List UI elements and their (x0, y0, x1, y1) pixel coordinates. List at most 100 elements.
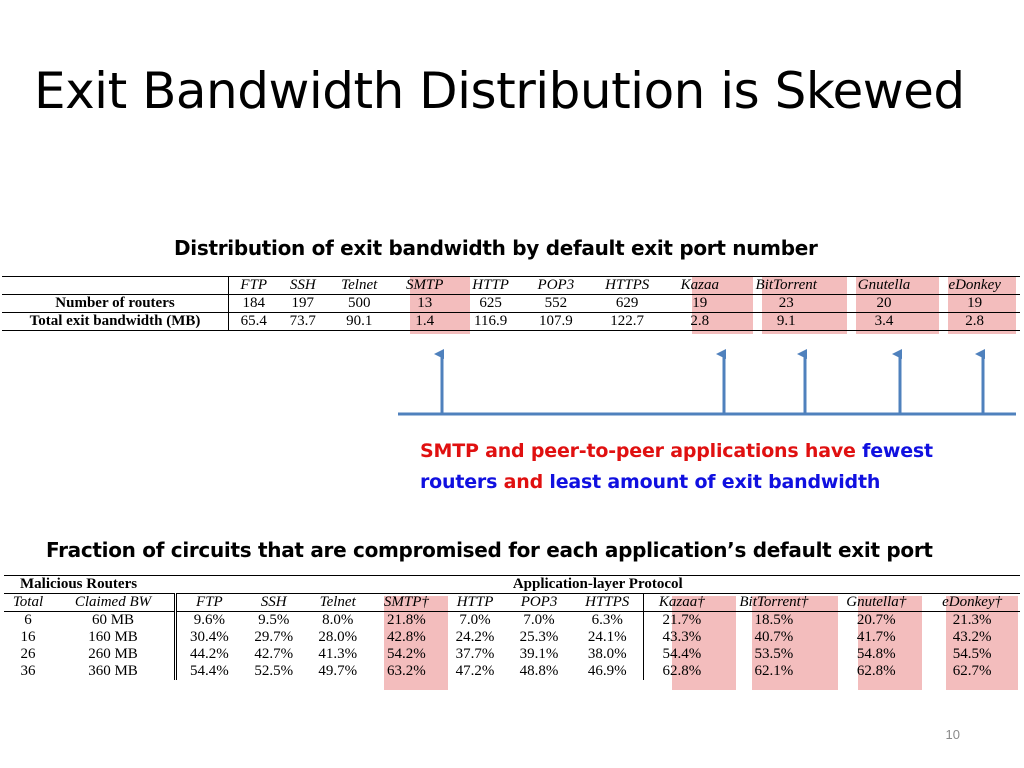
t1-header: HTTP (472, 277, 509, 293)
highlight-edonkey-2 (946, 596, 1018, 690)
t2-cell: 6.3% (571, 611, 645, 629)
t2-cell: 260 MB (52, 646, 177, 663)
t2-header: FTP (196, 594, 223, 610)
t1-cell: 552 (544, 295, 568, 311)
t1-cell: 23 (778, 295, 794, 311)
t2-cell: 29.7% (254, 629, 294, 645)
t2-cell: 20.7% (856, 612, 896, 628)
t1-header: HTTPS (605, 277, 650, 293)
t2-cell: 54.2% (387, 646, 426, 662)
t2-cell: 21.7% (662, 612, 702, 628)
highlight-smtp (410, 276, 470, 334)
t2-header: Total (12, 594, 44, 610)
t1-cell: 20 (876, 295, 892, 311)
t1-cell: 73.7 (289, 313, 316, 329)
t1-header: Kazaa (680, 277, 719, 293)
t2-cell: 28.0% (318, 629, 358, 645)
t2-cell: 62.7% (952, 663, 992, 679)
t2-row: 26 260 MB 44.2% 42.7% 41.3% 54.2% 37.7% … (4, 646, 1020, 663)
compromised-circuits-table: Malicious Routers Application-layer Prot… (4, 575, 1020, 680)
t2-cell: 38.0% (571, 646, 645, 663)
t2-cell: 54.4% (189, 663, 229, 679)
arrows-graphic (398, 349, 1016, 416)
t2-cell: 8.0% (322, 612, 354, 628)
caption-top: Distribution of exit bandwidth by defaul… (174, 236, 818, 260)
t1-cell: 90.1 (346, 313, 373, 329)
t2-header: SMTP† (383, 594, 429, 610)
t1-header: eDonkey (948, 277, 1001, 293)
note-part: least amount of exit bandwidth (549, 471, 881, 493)
t2-cell: 36 (20, 663, 36, 679)
t2-cell: 52.5% (254, 663, 294, 679)
t1-cell: 629 (615, 295, 639, 311)
t2-header: POP3 (520, 594, 558, 610)
note-part: SMTP and peer-to-peer applications have (420, 440, 856, 462)
t2-cell: 24.2% (455, 629, 495, 645)
t1-header: Telnet (341, 277, 378, 293)
t2-cell: 62.8% (856, 663, 896, 679)
t1-cell: 13 (417, 295, 433, 311)
t2-cell: 39.1% (519, 646, 559, 662)
highlight-kazaa-2 (672, 596, 736, 690)
t2-cell: 43.2% (952, 629, 992, 645)
t2-cell: 47.2% (455, 663, 495, 679)
t2-cell: 62.8% (662, 663, 702, 679)
t1-cell: 107.9 (539, 313, 573, 329)
t2-cell: 7.0% (523, 612, 555, 628)
t2-cell: 54.4% (662, 646, 702, 662)
note-part: fewest (862, 440, 933, 462)
highlight-gnutella (856, 276, 939, 334)
t2-cell: 40.7% (754, 629, 794, 645)
t1-cell: 19 (967, 295, 983, 311)
t1-cell: 2.8 (965, 313, 985, 329)
t2-header: HTTP (456, 594, 494, 610)
t2-cell: 54.8% (856, 646, 896, 662)
t2-cell: 18.5% (754, 612, 794, 628)
t1-header: SSH (289, 277, 316, 293)
t2-cell: 60 MB (52, 611, 177, 629)
t2-cell: 53.5% (754, 646, 794, 662)
t2-cell: 24.1% (571, 629, 645, 646)
t2-cell: 48.8% (519, 663, 559, 679)
page-number: 10 (945, 727, 960, 742)
t2-row: 6 60 MB 9.6% 9.5% 8.0% 21.8% 7.0% 7.0% 6… (4, 611, 1020, 629)
t2-cell: 54.5% (952, 646, 992, 662)
t2-group-right: Application-layer Protocol (512, 576, 683, 592)
t2-header: Kazaa† (658, 594, 705, 610)
caption-bottom: Fraction of circuits that are compromise… (46, 538, 933, 562)
t1-header: SMTP (405, 277, 444, 293)
t1-cell: 1.4 (415, 313, 435, 329)
t1-cell: 184 (242, 295, 266, 311)
t2-cell: 21.8% (387, 612, 426, 628)
t1-header: POP3 (537, 277, 575, 293)
t2-header: SSH (260, 594, 287, 610)
t1-cell: 3.4 (874, 313, 894, 329)
t1-cell: 2.8 (690, 313, 710, 329)
t1-cell: 19 (692, 295, 708, 311)
highlight-kazaa (692, 276, 753, 334)
t2-row: 36 360 MB 54.4% 52.5% 49.7% 63.2% 47.2% … (4, 663, 1020, 680)
t2-cell: 16 (20, 629, 36, 645)
t2-cell: 360 MB (52, 663, 177, 680)
t2-cell: 25.3% (519, 629, 559, 645)
t2-cell: 6 (24, 612, 32, 628)
t1-cell: 9.1 (776, 313, 796, 329)
t1-header: BitTorrent (755, 277, 817, 293)
t2-cell: 46.9% (571, 663, 645, 680)
highlight-gnutella-2 (858, 596, 922, 690)
t2-cell: 44.2% (189, 646, 229, 662)
t2-cell: 26 (20, 646, 36, 662)
t2-cell: 9.5% (258, 612, 290, 628)
t2-header: Telnet (319, 594, 356, 610)
t1-cell: 116.9 (474, 313, 508, 329)
highlight-edonkey (948, 276, 1016, 334)
highlight-bittorrent-2 (752, 596, 838, 690)
t1-header: Gnutella (857, 277, 911, 293)
t2-cell: 9.6% (193, 612, 225, 628)
t1-cell: 625 (479, 295, 502, 311)
t1-cell: 500 (347, 295, 371, 311)
t2-header: Gnutella† (846, 594, 907, 610)
t2-cell: 49.7% (318, 663, 358, 679)
t2-cell: 62.1% (754, 663, 794, 679)
t1-cell: 65.4 (240, 313, 267, 329)
